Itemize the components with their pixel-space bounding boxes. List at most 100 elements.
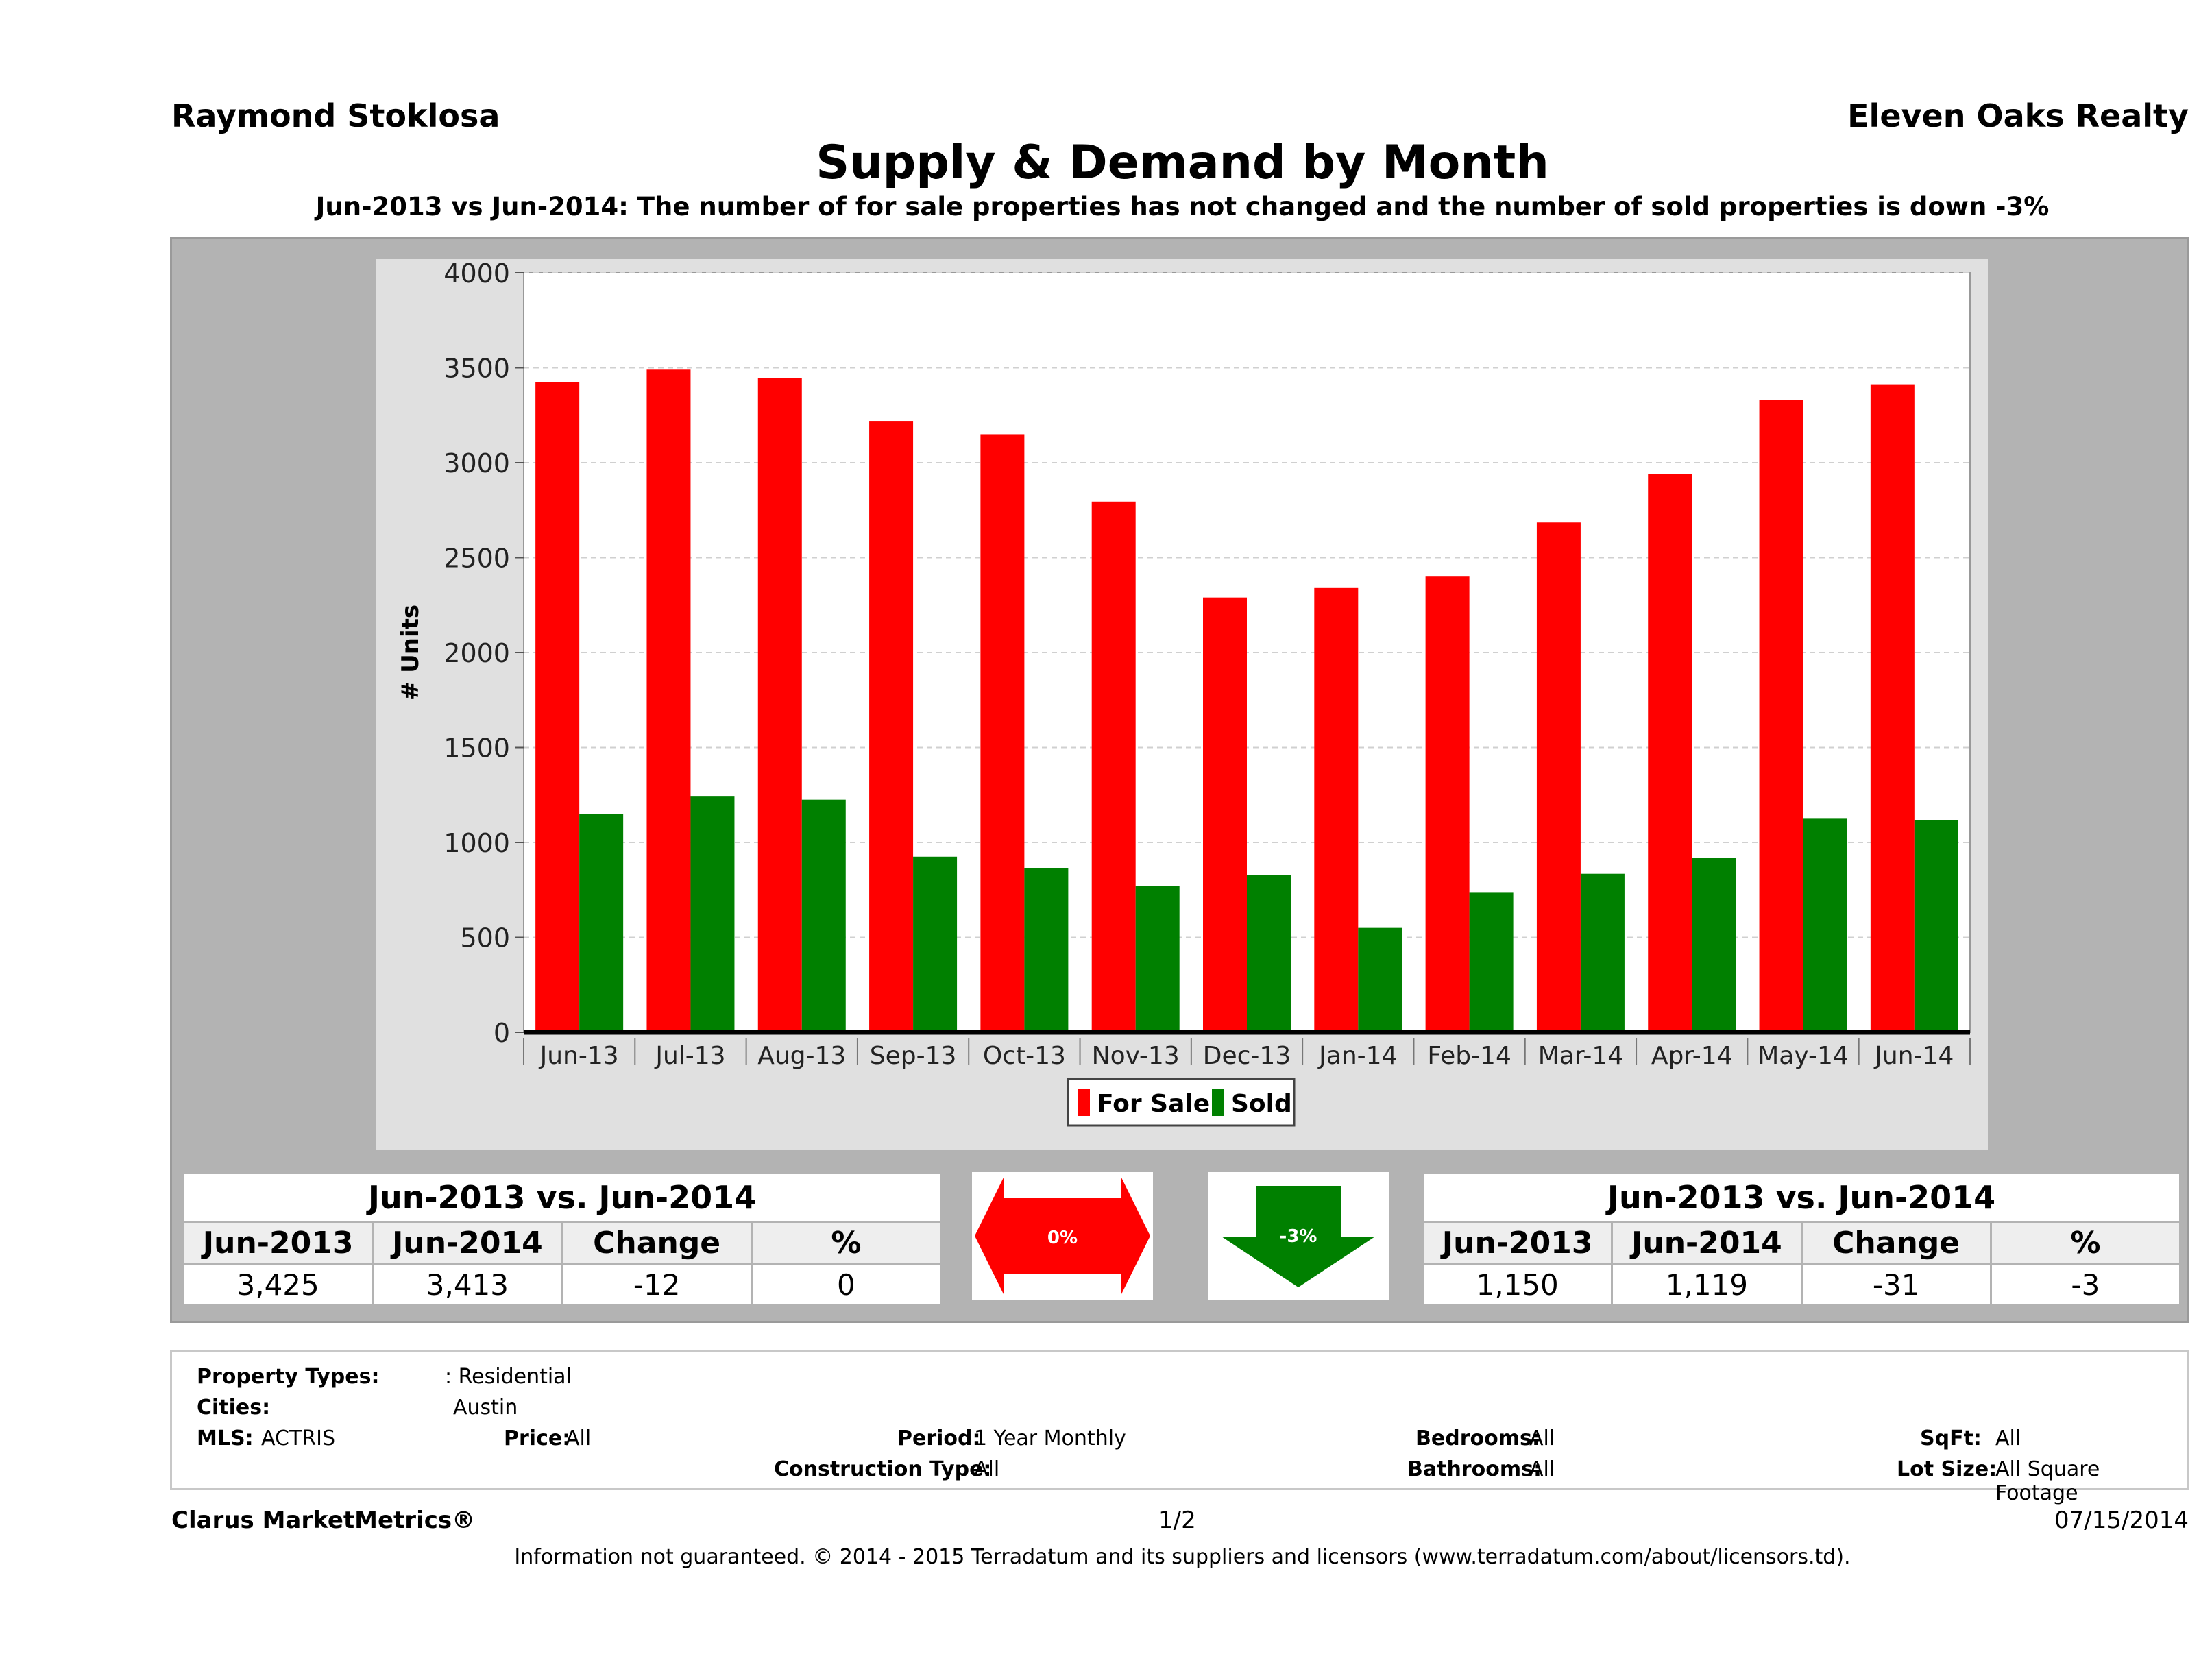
sold-val-jun2014: 1,119	[1611, 1263, 1803, 1306]
y-tick-label: 1500	[443, 733, 510, 764]
double-arrow-icon: 0%	[975, 1178, 1150, 1294]
x-tick-label: Jan-14	[1317, 1042, 1397, 1070]
x-tick-label: Sep-13	[870, 1042, 957, 1070]
sold-col-jun2013: Jun-2013	[1421, 1221, 1614, 1265]
legend-swatch-sold	[1212, 1089, 1224, 1116]
page-subtitle: Jun-2013 vs Jun-2014: The number of for …	[315, 192, 2050, 221]
y-axis-label: # Units	[397, 605, 424, 701]
sold-col-percent: %	[1989, 1221, 2182, 1265]
bathrooms-value: All	[1529, 1457, 1555, 1481]
for-sale-bar	[1425, 576, 1470, 1032]
lot-size-label: Lot Size:	[1897, 1457, 1997, 1481]
sold-val-change: -31	[1800, 1263, 1992, 1306]
for-sale-indicator: 0%	[972, 1172, 1153, 1300]
bathrooms-label: Bathrooms:	[1407, 1457, 1542, 1481]
legend-label-for-sale: For Sale	[1097, 1090, 1210, 1118]
legend-swatch-for-sale	[1078, 1089, 1090, 1116]
sold-val-jun2013: 1,150	[1421, 1263, 1614, 1306]
y-tick-label: 500	[460, 923, 510, 953]
disclaimer: Information not guaranteed. © 2014 - 201…	[514, 1545, 1851, 1569]
x-tick-label: Apr-14	[1651, 1042, 1733, 1070]
sold-bar	[1803, 818, 1847, 1032]
property-types-value: : Residential	[445, 1365, 572, 1389]
for-sale-bar	[1203, 597, 1247, 1032]
agent-name: Raymond Stoklosa	[171, 97, 500, 134]
page-number: 1/2	[1158, 1507, 1196, 1534]
sold-col-jun2014: Jun-2014	[1611, 1221, 1803, 1265]
sold-val-percent: -3	[1989, 1263, 2182, 1306]
y-tick-label: 3500	[443, 354, 510, 384]
construction-type-label: Construction Type:	[774, 1457, 992, 1481]
sold-bar	[1469, 892, 1514, 1032]
cities-value: Austin	[453, 1396, 518, 1420]
footer-brand: Clarus MarketMetrics®	[171, 1507, 476, 1534]
x-tick-label: Jun-13	[539, 1042, 619, 1070]
for-sale-col-jun2013: Jun-2013	[182, 1221, 374, 1265]
sold-bar	[1580, 873, 1625, 1032]
x-tick-label: Aug-13	[757, 1042, 846, 1070]
sold-col-change: Change	[1800, 1221, 1992, 1265]
mls-value: ACTRIS	[261, 1426, 336, 1450]
report-date: 07/15/2014	[2054, 1507, 2189, 1534]
for-sale-bar	[980, 434, 1025, 1032]
for-sale-bar	[1314, 587, 1359, 1032]
x-tick-label: Jul-13	[654, 1042, 725, 1070]
for-sale-bar	[535, 382, 580, 1032]
for-sale-bar	[869, 421, 914, 1032]
sold-stats-table: Jun-2013 vs. Jun-2014 Jun-2013 Jun-2014 …	[1421, 1172, 2182, 1306]
sold-bar	[1914, 820, 1958, 1032]
price-label: Price:	[504, 1426, 571, 1450]
for-sale-bar	[1536, 522, 1581, 1032]
sold-bar	[1247, 875, 1291, 1032]
x-tick-label: Oct-13	[983, 1042, 1066, 1070]
y-tick-label: 2000	[443, 638, 510, 668]
period-label: Period:	[897, 1426, 981, 1450]
for-sale-val-change: -12	[561, 1263, 753, 1306]
sqft-value: All	[1995, 1426, 2021, 1450]
x-tick-label: Mar-14	[1538, 1042, 1623, 1070]
sold-bar	[579, 814, 624, 1032]
sold-bar	[1024, 868, 1069, 1032]
sold-bar	[690, 796, 735, 1032]
for-sale-col-percent: %	[750, 1221, 943, 1265]
sold-indicator-label: -3%	[1280, 1226, 1317, 1247]
x-tick-label: May-14	[1758, 1042, 1849, 1070]
search-criteria: Property Types: : Residential Cities: Au…	[170, 1350, 2189, 1505]
property-types-label: Property Types:	[197, 1365, 380, 1389]
lot-size-value: All Square Footage	[1995, 1457, 2100, 1505]
legend-label-sold: Sold	[1231, 1090, 1292, 1118]
for-sale-val-percent: 0	[750, 1263, 943, 1306]
company-name: Eleven Oaks Realty	[1847, 97, 2189, 134]
y-tick-label: 2500	[443, 544, 510, 574]
for-sale-bar	[1870, 384, 1915, 1032]
for-sale-stats-caption: Jun-2013 vs. Jun-2014	[182, 1172, 942, 1223]
sold-bar	[1135, 886, 1180, 1032]
chart-area: 0 500 1000 1500 2000 2500 3000 3500 4000 # Units J…	[376, 259, 1988, 1150]
for-sale-val-jun2014: 3,413	[372, 1263, 563, 1306]
sold-bar	[1358, 927, 1402, 1032]
y-tick-label: 0	[494, 1018, 510, 1048]
for-sale-val-jun2013: 3,425	[182, 1263, 374, 1306]
y-tick-label: 4000	[443, 259, 510, 289]
down-arrow-icon: -3%	[1222, 1186, 1375, 1287]
x-tick-label: Feb-14	[1427, 1042, 1511, 1070]
bedrooms-label: Bedrooms:	[1415, 1426, 1540, 1450]
bar-chart: 0 500 1000 1500 2000 2500 3000 3500 4000 # Units J…	[397, 259, 1971, 1127]
for-sale-indicator-label: 0%	[1047, 1228, 1078, 1248]
price-value: All	[566, 1426, 592, 1450]
y-tick-label: 1000	[443, 828, 510, 858]
legend	[1067, 1078, 1296, 1127]
for-sale-bar	[1091, 501, 1136, 1032]
sold-bar	[913, 856, 958, 1032]
mls-label: MLS:	[197, 1426, 254, 1450]
construction-type-value: All	[974, 1457, 1000, 1481]
x-tick-label: Nov-13	[1092, 1042, 1180, 1070]
sold-stats-caption: Jun-2013 vs. Jun-2014	[1422, 1172, 2181, 1223]
sqft-label: SqFt:	[1920, 1426, 1982, 1450]
for-sale-col-change: Change	[561, 1221, 753, 1265]
sold-bar	[1692, 858, 1736, 1032]
y-tick-label: 3000	[443, 448, 510, 478]
for-sale-bar	[646, 369, 691, 1032]
for-sale-bar	[1648, 474, 1692, 1032]
period-value: 1 Year Monthly	[974, 1426, 1126, 1450]
